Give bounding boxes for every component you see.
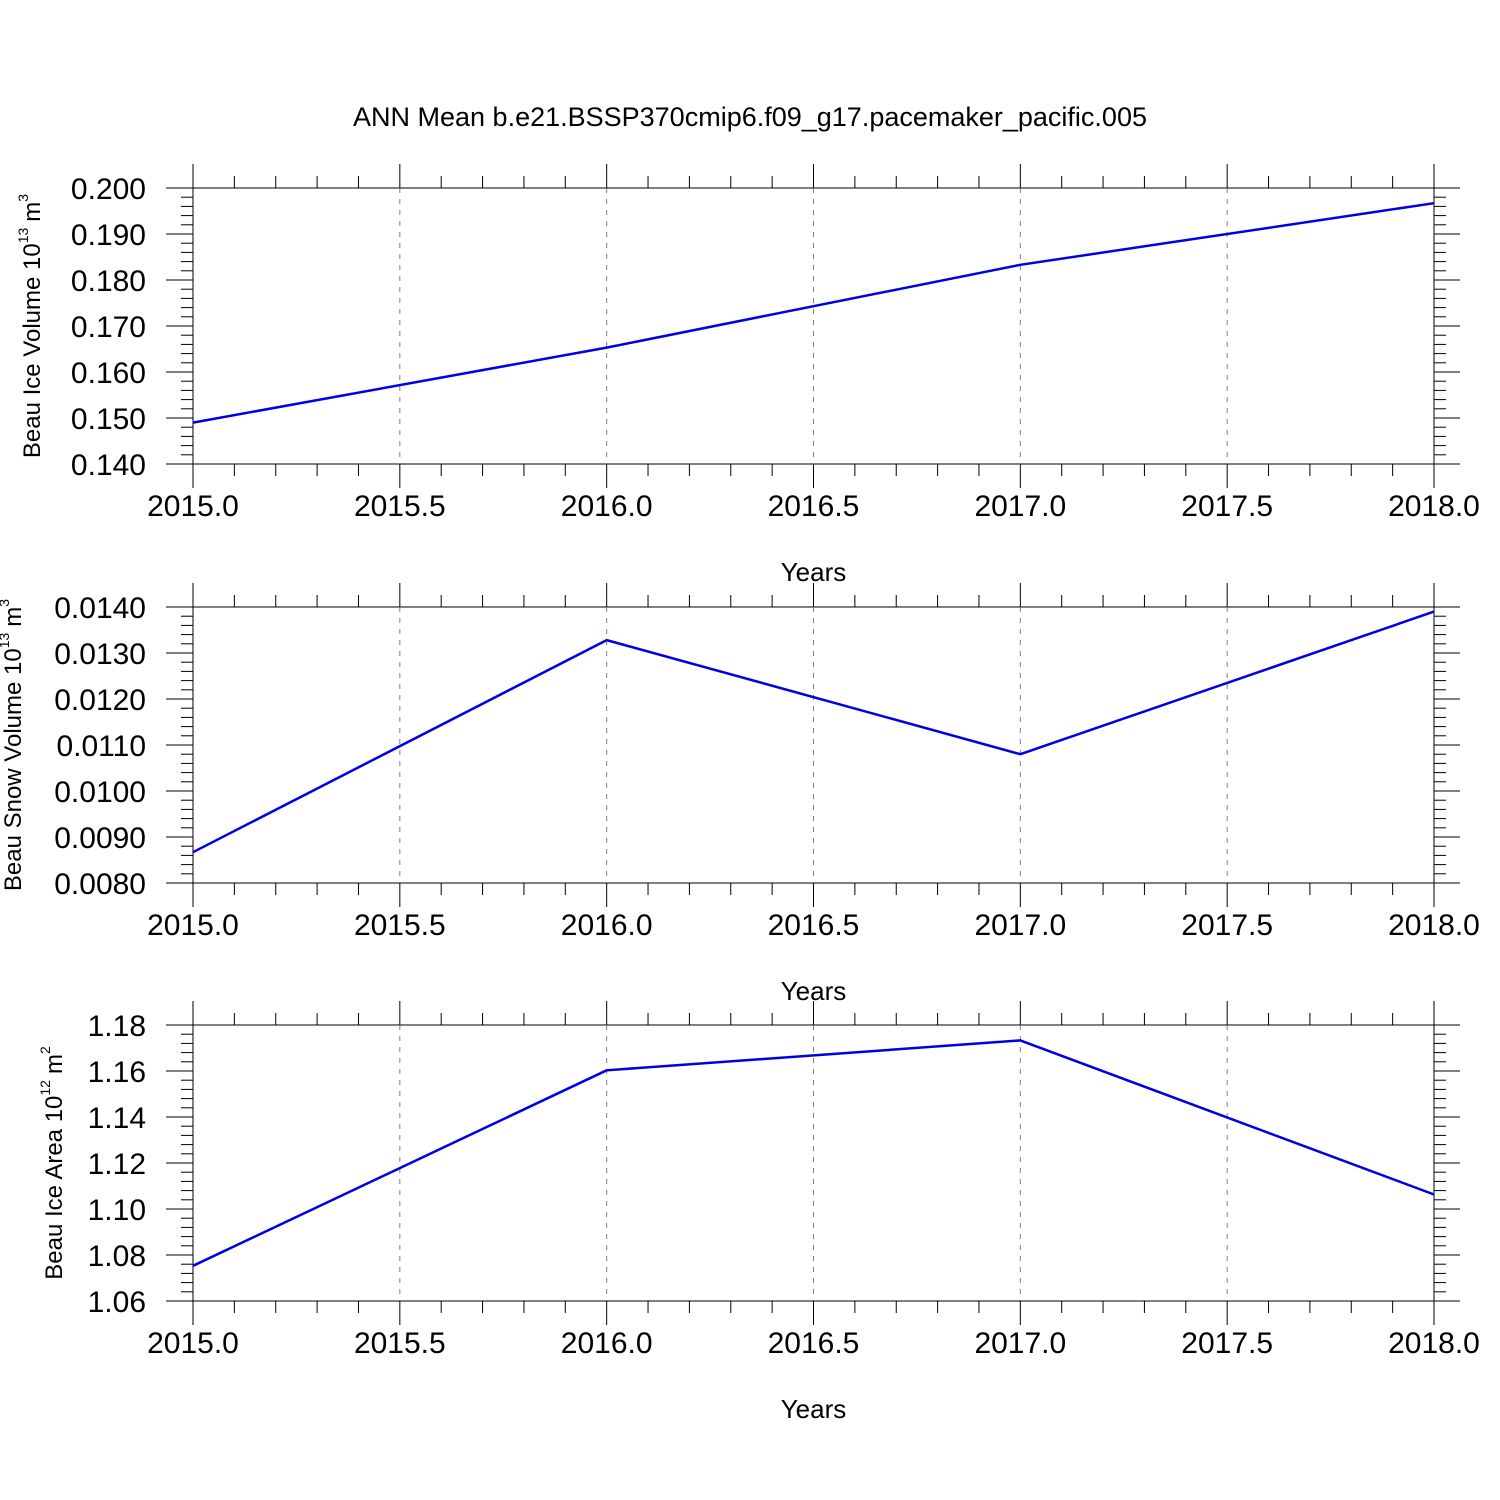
x-tick-label: 2018.0 — [1388, 909, 1480, 942]
y-axis-label: Beau Snow Volume 1013 m3 — [0, 599, 27, 891]
y-axis-label-unit-exponent: 3 — [15, 194, 31, 202]
y-axis-label-exponent: 12 — [37, 1080, 53, 1096]
x-tick-label: 2016.0 — [561, 490, 653, 523]
y-tick-label: 1.06 — [88, 1286, 146, 1319]
panel-1: 2015.0 2015.5 2016.0 2016.5 2017.0 2017.5 2018… — [15, 164, 1480, 587]
x-tick-label: 2015.5 — [354, 1327, 446, 1360]
x-tick-label: 2016.0 — [561, 1327, 653, 1360]
y-tick-label: 0.0110 — [56, 730, 146, 763]
x-tick-label: 2018.0 — [1388, 490, 1480, 523]
y-axis-label-unit: m — [0, 607, 27, 627]
x-tick-label: 2017.0 — [974, 909, 1066, 942]
y-tick-label: 0.0080 — [54, 868, 146, 901]
x-tick-label: 2016.5 — [768, 1327, 860, 1360]
y-axis-label: Beau Ice Volume 1013 m3 — [15, 194, 46, 458]
y-axis-label-unit-exponent: 3 — [0, 599, 12, 607]
y-axis-label: Beau Ice Area 1012 m2 — [37, 1046, 68, 1280]
y-tick-label: 0.170 — [71, 311, 146, 344]
y-tick-label: 1.12 — [88, 1148, 146, 1181]
x-tick-label: 2017.5 — [1181, 1327, 1273, 1360]
y-tick-label: 1.18 — [88, 1010, 146, 1043]
y-axis-label-exponent: 13 — [15, 227, 31, 243]
y-tick-label: 0.0090 — [54, 822, 146, 855]
data-series-line — [192, 1039, 1435, 1267]
y-tick-label: 0.200 — [71, 173, 146, 206]
y-tick-label: 0.0130 — [54, 638, 146, 671]
y-tick-label: 0.140 — [71, 449, 146, 482]
y-axis-label-text: Beau Snow Volume 10 — [0, 648, 27, 891]
x-tick-label: 2018.0 — [1388, 1327, 1480, 1360]
panels-container: 2015.0 2015.5 2016.0 2016.5 2017.0 2017.5 2018… — [0, 164, 1480, 1424]
y-tick-label: 1.08 — [88, 1240, 146, 1273]
y-axis-label-text: Beau Ice Area 10 — [41, 1096, 68, 1280]
y-tick-label: 0.0100 — [54, 776, 146, 809]
x-tick-label: 2016.5 — [768, 490, 860, 523]
y-tick-label: 0.0120 — [54, 684, 146, 717]
x-tick-label: 2017.0 — [974, 1327, 1066, 1360]
y-tick-label: 1.10 — [88, 1194, 146, 1227]
y-tick-label: 0.190 — [71, 219, 146, 252]
x-axis-label: Years — [781, 1394, 847, 1424]
panel-2: 2015.0 2015.5 2016.0 2016.5 2017.0 2017.5 2018… — [0, 583, 1480, 1006]
x-tick-label: 2016.5 — [768, 909, 860, 942]
y-tick-label: 0.180 — [71, 265, 146, 298]
x-tick-label: 2015.5 — [354, 490, 446, 523]
chart-title: ANN Mean b.e21.BSSP370cmip6.f09_g17.pace… — [353, 102, 1147, 132]
y-tick-label: 1.14 — [88, 1102, 146, 1135]
x-tick-label: 2017.5 — [1181, 490, 1273, 523]
y-tick-label: 0.160 — [71, 357, 146, 390]
x-tick-label: 2015.5 — [354, 909, 446, 942]
y-tick-label: 0.150 — [71, 403, 146, 436]
x-tick-label: 2015.0 — [147, 490, 239, 523]
x-axis-label: Years — [781, 557, 847, 587]
x-tick-label: 2016.0 — [561, 909, 653, 942]
y-axis-label-unit-exponent: 2 — [37, 1046, 53, 1054]
panel-3: 2015.0 2015.5 2016.0 2016.5 2017.0 2017.5 2018… — [37, 1001, 1480, 1424]
y-axis-label-unit: m — [41, 1054, 68, 1074]
y-tick-label: 1.16 — [88, 1056, 146, 1089]
x-tick-label: 2015.0 — [147, 909, 239, 942]
y-tick-label: 0.0140 — [54, 592, 146, 625]
data-series-line — [192, 610, 1435, 854]
y-axis-label-exponent: 13 — [0, 632, 12, 648]
x-tick-label: 2017.0 — [974, 490, 1066, 523]
y-axis-label-text: Beau Ice Volume 10 — [19, 243, 46, 458]
x-tick-label: 2015.0 — [147, 1327, 239, 1360]
data-series-line — [192, 201, 1435, 424]
y-axis-label-unit: m — [19, 202, 46, 222]
x-tick-label: 2017.5 — [1181, 909, 1273, 942]
